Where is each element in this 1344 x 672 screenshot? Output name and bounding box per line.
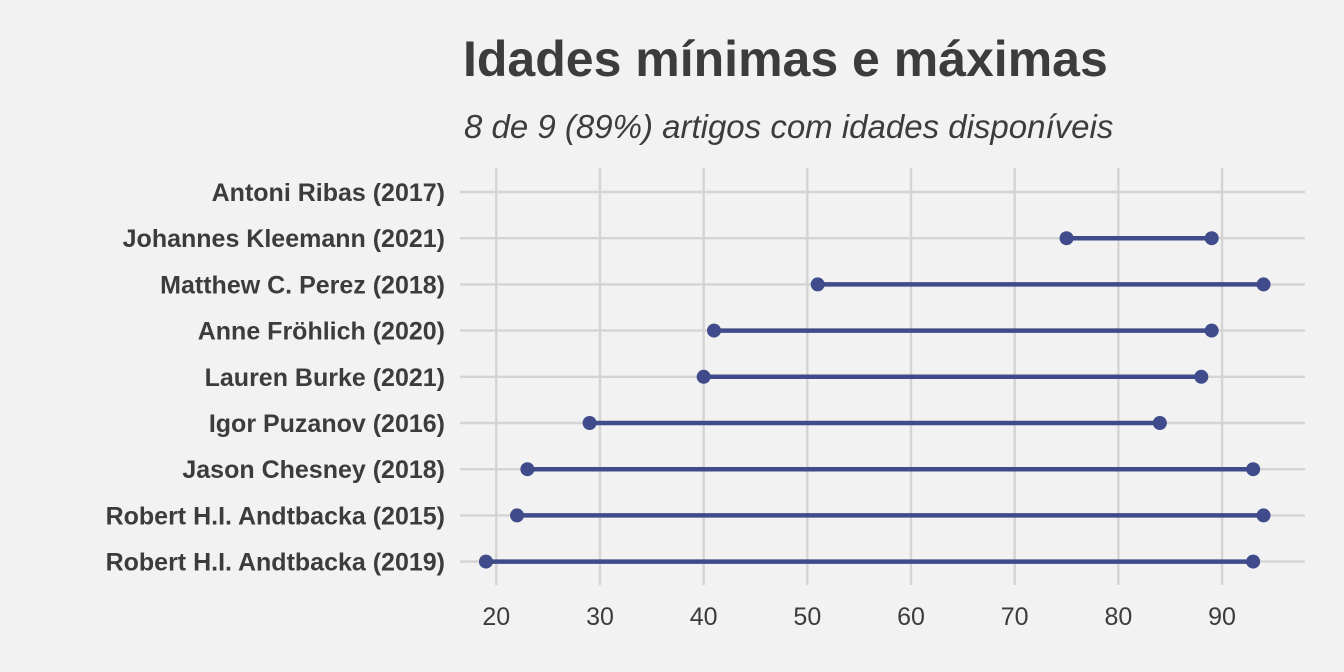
- max-age-point: [1194, 369, 1209, 384]
- x-tick-label: 50: [793, 603, 821, 631]
- y-category-label: Antoni Ribas (2017): [212, 179, 445, 207]
- min-age-point: [478, 554, 493, 569]
- min-age-point: [696, 369, 711, 384]
- y-category-label: Matthew C. Perez (2018): [160, 271, 445, 299]
- y-axis-labels: Antoni Ribas (2017) Johannes Kleemann (20…: [106, 179, 445, 577]
- max-age-point: [1256, 277, 1271, 292]
- max-age-point: [1256, 508, 1271, 523]
- x-tick-label: 20: [482, 603, 510, 631]
- max-age-point: [1204, 231, 1219, 246]
- x-tick-label: 70: [1001, 603, 1029, 631]
- max-age-point: [1204, 323, 1219, 338]
- y-category-label: Lauren Burke (2021): [205, 364, 445, 392]
- chart-marks: [478, 231, 1271, 569]
- y-category-label: Robert H.I. Andtbacka (2019): [106, 549, 445, 577]
- min-age-point: [707, 323, 722, 338]
- max-age-point: [1152, 416, 1167, 430]
- min-age-point: [1059, 231, 1074, 246]
- x-tick-label: 90: [1208, 603, 1236, 631]
- x-tick-label: 30: [586, 603, 614, 631]
- y-category-label: Johannes Kleemann (2021): [123, 225, 445, 253]
- min-age-point: [582, 416, 597, 430]
- chart-subtitle: 8 de 9 (89%) artigos com idades disponív…: [464, 108, 1114, 145]
- max-age-point: [1246, 462, 1261, 477]
- max-age-point: [1246, 554, 1261, 569]
- x-tick-label: 60: [897, 603, 925, 631]
- min-age-point: [520, 462, 535, 477]
- chart-title: Idades mínimas e máximas: [463, 31, 1108, 87]
- y-category-label: Igor Puzanov (2016): [209, 410, 445, 438]
- min-age-point: [810, 277, 825, 292]
- x-tick-label: 80: [1104, 603, 1132, 631]
- y-category-label: Robert H.I. Andtbacka (2015): [106, 502, 445, 530]
- x-tick-label: 40: [690, 603, 718, 631]
- y-category-label: Jason Chesney (2018): [182, 456, 445, 484]
- y-category-label: Anne Fröhlich (2020): [198, 318, 445, 346]
- min-age-point: [510, 508, 525, 523]
- x-axis-labels: 20 30 40 50 60 70 80 90: [482, 603, 1236, 631]
